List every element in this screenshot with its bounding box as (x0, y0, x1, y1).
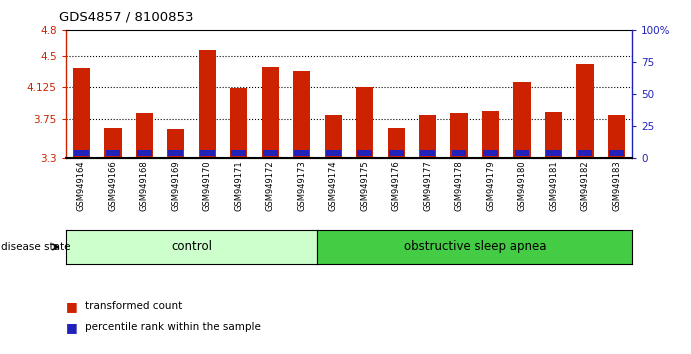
Bar (325, 115, 342, 158)
Bar (608, 115, 625, 158)
Bar (106, 150, 120, 156)
Bar (73, 68, 90, 158)
Bar (326, 150, 341, 156)
Bar (576, 64, 594, 158)
Bar (137, 150, 152, 156)
Bar (104, 128, 122, 158)
Bar (545, 112, 562, 158)
Bar (482, 111, 500, 158)
Bar (230, 88, 247, 158)
Bar (389, 150, 404, 156)
Bar (578, 150, 592, 156)
Bar (388, 128, 405, 158)
Bar (294, 150, 309, 156)
Bar (451, 113, 468, 158)
Bar (135, 113, 153, 158)
Text: obstructive sleep apnea: obstructive sleep apnea (404, 240, 546, 253)
Text: disease state: disease state (1, 242, 71, 252)
Bar (169, 150, 183, 156)
Text: percentile rank within the sample: percentile rank within the sample (85, 322, 261, 332)
Bar (546, 150, 561, 156)
Bar (609, 150, 624, 156)
Bar (231, 150, 246, 156)
Bar (262, 67, 279, 158)
Bar (419, 115, 436, 158)
Bar (356, 87, 373, 158)
Text: GDS4857 / 8100853: GDS4857 / 8100853 (59, 11, 193, 24)
Bar (200, 150, 215, 156)
Bar (74, 150, 88, 156)
Text: ■: ■ (66, 300, 77, 313)
Text: transformed count: transformed count (85, 301, 182, 311)
Text: control: control (171, 240, 212, 253)
Bar (293, 71, 310, 158)
Bar (515, 150, 529, 156)
Text: ■: ■ (66, 321, 77, 334)
Bar (167, 130, 184, 158)
Bar (263, 150, 278, 156)
Bar (198, 50, 216, 158)
Bar (420, 150, 435, 156)
Bar (483, 150, 498, 156)
Bar (513, 82, 531, 158)
Bar (452, 150, 466, 156)
Bar (357, 150, 372, 156)
